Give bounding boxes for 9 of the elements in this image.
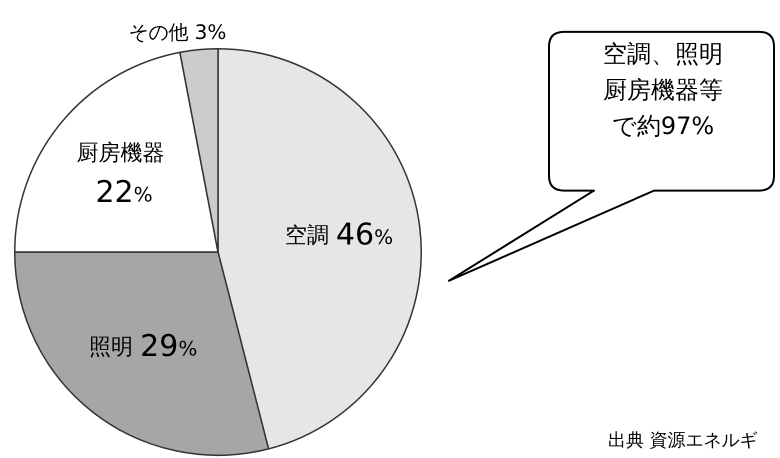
source-note: 出典 資源エネルギ bbox=[608, 429, 758, 452]
slice-label: 厨房機器 bbox=[76, 140, 165, 166]
text: 空調、照明厨房機器等で約97% bbox=[602, 39, 724, 142]
data-label: 29% bbox=[140, 329, 198, 364]
slice-label: 空調 bbox=[284, 223, 336, 248]
slice-label: 照明 bbox=[89, 335, 140, 360]
data-label: 22% bbox=[95, 175, 153, 210]
slice-label: その他 3% bbox=[128, 20, 226, 44]
data-label: 46% bbox=[336, 218, 394, 253]
